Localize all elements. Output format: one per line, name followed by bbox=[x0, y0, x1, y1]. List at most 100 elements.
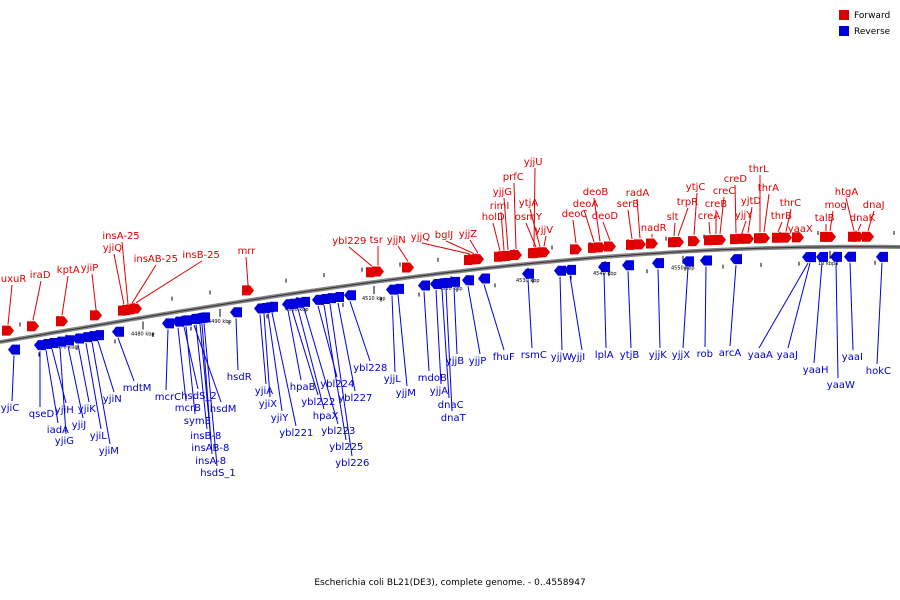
forward-gene-label: ybl229 bbox=[332, 236, 366, 247]
forward-gene-arrow bbox=[688, 236, 700, 247]
forward-gene-label: holD bbox=[482, 212, 505, 223]
forward-gene-leader bbox=[572, 219, 577, 244]
reverse-gene-arrow bbox=[392, 283, 404, 294]
reverse-gene-leader bbox=[203, 323, 218, 467]
reverse-gene-label: ybl228 bbox=[353, 363, 387, 374]
reverse-gene-leader bbox=[349, 301, 371, 362]
reverse-gene-leader bbox=[165, 329, 169, 391]
forward-gene-label: creB bbox=[705, 199, 728, 210]
reverse-gene-label: yjiA bbox=[255, 386, 273, 397]
reverse-gene-leader bbox=[11, 355, 15, 402]
reverse-gene-label: ybl222 bbox=[301, 397, 335, 408]
reverse-gene-arrow bbox=[298, 296, 310, 307]
reverse-gene-label: yjiG bbox=[55, 436, 74, 447]
forward-gene-label: serB bbox=[617, 199, 639, 210]
reverse-gene-leader bbox=[267, 313, 283, 412]
reverse-gene-label: rsmC bbox=[521, 350, 547, 361]
reverse-gene-leader bbox=[85, 343, 102, 430]
reverse-gene-leader bbox=[177, 327, 187, 402]
forward-gene-arrow bbox=[672, 236, 684, 247]
forward-gene-leader bbox=[245, 256, 249, 285]
reverse-gene-label: yjiY bbox=[271, 413, 289, 424]
figure-caption: Escherichia coli BL21(DE3), complete gen… bbox=[314, 578, 586, 588]
ruler-tick-label: 4510 kbp bbox=[362, 296, 386, 302]
forward-gene-arrow bbox=[862, 231, 874, 242]
reverse-gene-leader bbox=[445, 288, 453, 412]
reverse-gene-arrow bbox=[522, 268, 534, 279]
forward-gene-leader bbox=[719, 196, 725, 234]
reverse-gene-leader bbox=[303, 307, 339, 425]
reverse-gene-leader bbox=[59, 347, 67, 435]
forward-gene-leader bbox=[113, 253, 125, 305]
reverse-gene-arrow bbox=[804, 252, 816, 263]
forward-gene-label: yjjV bbox=[535, 225, 553, 236]
reverse-gene-leader bbox=[287, 310, 302, 381]
reverse-gene-arrow bbox=[92, 330, 104, 341]
reverse-gene-leader bbox=[527, 279, 533, 349]
forward-gene-leader bbox=[61, 275, 69, 316]
reverse-gene-arrow bbox=[554, 265, 566, 276]
reverse-gene-leader bbox=[195, 324, 208, 430]
forward-gene-leader bbox=[602, 221, 611, 241]
reverse-gene-leader bbox=[849, 262, 854, 351]
reverse-gene-arrow bbox=[652, 258, 664, 269]
reverse-gene-leader bbox=[291, 309, 319, 396]
reverse-gene-leader bbox=[758, 262, 809, 349]
reverse-gene-label: rob bbox=[697, 349, 713, 360]
forward-gene-leader bbox=[627, 209, 633, 239]
reverse-gene-label: hsdR bbox=[227, 372, 252, 383]
forward-gene-leader bbox=[777, 221, 783, 232]
reverse-gene-label: yjiJ bbox=[72, 420, 86, 431]
reverse-gene-label: yjjP bbox=[469, 356, 487, 367]
reverse-gene-label: ytjB bbox=[620, 350, 640, 361]
reverse-gene-leader bbox=[117, 337, 135, 382]
reverse-gene-leader bbox=[569, 275, 583, 351]
reverse-gene-arrow bbox=[830, 251, 842, 262]
reverse-gene-label: hpaX bbox=[313, 411, 339, 422]
reverse-gene-leader bbox=[483, 284, 505, 351]
legend-reverse-swatch bbox=[839, 26, 849, 36]
reverse-gene-label: mdtM bbox=[123, 383, 152, 394]
ruler-tick-label: 4520 kbp bbox=[439, 286, 463, 292]
reverse-gene-label: yaaW bbox=[827, 380, 855, 391]
legend-forward-swatch bbox=[839, 10, 849, 20]
reverse-gene-label: hsdM bbox=[210, 404, 237, 415]
forward-gene-label: dnaK bbox=[850, 213, 876, 224]
forward-gene-arrow bbox=[594, 242, 606, 253]
reverse-gene-arrow bbox=[440, 277, 452, 288]
forward-gene-arrow bbox=[2, 325, 14, 336]
forward-gene-label: thrA bbox=[758, 183, 779, 194]
reverse-gene-label: hsdS_2 bbox=[181, 391, 217, 402]
forward-gene-leader bbox=[636, 198, 641, 239]
forward-gene-label: rimI bbox=[490, 201, 510, 212]
forward-gene-label: yjtD bbox=[741, 196, 762, 207]
forward-gene-arrow bbox=[510, 250, 522, 261]
reverse-gene-arrow bbox=[682, 256, 694, 267]
forward-gene-arrow bbox=[27, 321, 39, 332]
forward-gene-label: yjjQ bbox=[411, 232, 430, 243]
forward-gene-label: talB bbox=[815, 213, 835, 224]
forward-gene-arrow bbox=[824, 231, 836, 242]
forward-gene-label: yjjZ bbox=[459, 229, 477, 240]
reverse-gene-label: fhuF bbox=[493, 352, 515, 363]
forward-gene-leader bbox=[857, 223, 862, 231]
forward-gene-arrow bbox=[758, 233, 770, 244]
forward-gene-leader bbox=[469, 239, 479, 254]
forward-gene-leader bbox=[91, 273, 97, 310]
reverse-gene-leader bbox=[876, 262, 883, 365]
forward-gene-label: kptA bbox=[57, 265, 80, 276]
reverse-gene-label: qseD bbox=[29, 409, 55, 420]
forward-gene-label: insAB-25 bbox=[134, 254, 178, 265]
forward-gene-label: deoD bbox=[592, 211, 619, 222]
reverse-gene-label: yaaA bbox=[748, 350, 773, 361]
reverse-track: yjiCqseDiadAyjiHyjiGyjiJyjiKyjiLyjiMyjiN… bbox=[1, 251, 891, 479]
forward-gene-label: trpR bbox=[677, 197, 698, 208]
reverse-gene-arrow bbox=[598, 262, 610, 273]
reverse-gene-leader bbox=[729, 265, 737, 347]
forward-gene-label: yjiQ bbox=[103, 243, 122, 254]
forward-gene-label: deoA bbox=[573, 199, 599, 210]
forward-gene-leader bbox=[7, 284, 13, 325]
reverse-gene-arrow bbox=[62, 335, 74, 346]
reverse-gene-leader bbox=[391, 295, 396, 373]
forward-gene-leader bbox=[829, 210, 834, 231]
